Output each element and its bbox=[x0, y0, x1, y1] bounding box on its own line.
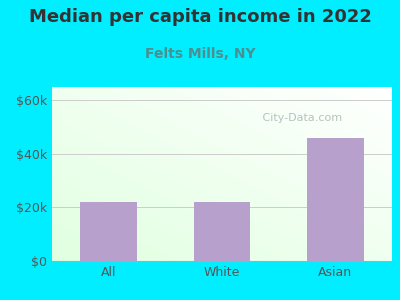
Bar bbox=[307, 138, 364, 261]
Text: City-Data.com: City-Data.com bbox=[259, 113, 342, 123]
Text: Felts Mills, NY: Felts Mills, NY bbox=[145, 46, 255, 61]
Bar bbox=[80, 202, 137, 261]
Bar bbox=[194, 202, 250, 261]
Text: Median per capita income in 2022: Median per capita income in 2022 bbox=[28, 8, 372, 26]
